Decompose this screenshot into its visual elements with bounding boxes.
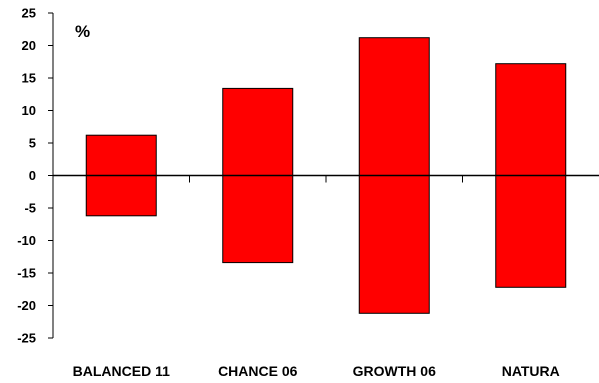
x-axis-ticks <box>189 175 463 183</box>
y-tick-label: -10 <box>17 233 36 248</box>
y-tick-label: -15 <box>17 266 36 281</box>
x-category-label: BALANCED 11 <box>73 363 170 379</box>
y-axis-unit-label: % <box>75 22 90 41</box>
y-tick-label: 10 <box>22 103 36 118</box>
y-tick-label: 15 <box>22 71 36 86</box>
y-tick-label: 25 <box>22 6 36 21</box>
x-category-label: GROWTH 06 <box>353 363 436 379</box>
y-tick-label: -25 <box>17 331 36 346</box>
x-category-label: NATURA <box>502 363 560 379</box>
y-tick-label: -20 <box>17 298 36 313</box>
y-axis-ticks: 25 20 15 10 5 0 -5 -10 -15 -20 -25 <box>17 6 53 346</box>
y-tick-label: 20 <box>22 38 36 53</box>
y-tick-label: 0 <box>29 168 36 183</box>
y-tick-label: -5 <box>24 201 36 216</box>
y-tick-label: 5 <box>29 136 36 151</box>
x-category-label: CHANCE 06 <box>218 363 298 379</box>
x-axis-category-labels: BALANCED 11 CHANCE 06 GROWTH 06 NATURA <box>73 363 560 379</box>
